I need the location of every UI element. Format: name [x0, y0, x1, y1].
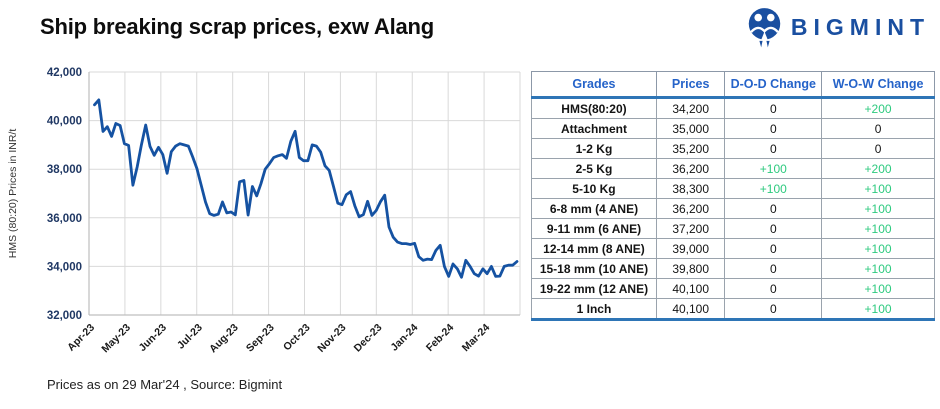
table-row: 12-14 mm (8 ANE) 39,000 0 +100: [531, 238, 935, 259]
brand-name: BIGMINT: [790, 14, 930, 40]
x-tick-label: Apr-23: [65, 322, 97, 354]
x-tick-label: Jul-23: [175, 322, 205, 352]
wow-cell: +100: [821, 198, 935, 219]
x-tick-label: Jan-24: [388, 322, 420, 354]
column-header: Grades: [531, 71, 657, 99]
x-tick-label: Mar-24: [460, 322, 493, 355]
price-cell: 34,200: [655, 97, 726, 119]
grade-cell: 9-11 mm (6 ANE): [531, 218, 657, 239]
wow-cell: 0: [821, 138, 935, 159]
y-tick-label: 36,000: [47, 213, 82, 225]
wow-cell: +100: [821, 258, 935, 279]
y-tick-label: 38,000: [47, 164, 82, 176]
grade-cell: 5-10 Kg: [531, 178, 657, 199]
x-tick-label: Sep-23: [244, 322, 277, 355]
prices-table-container: Grades Prices D-O-D Change W-O-W Change HMS…: [531, 71, 935, 321]
dod-cell: 0: [724, 218, 823, 239]
brand-logo: BIGMINT: [746, 6, 930, 49]
price-cell: 35,000: [655, 118, 726, 139]
price-cell: 39,800: [655, 258, 726, 279]
x-tick-label: Aug-23: [207, 322, 241, 356]
wow-cell: +100: [821, 218, 935, 239]
price-cell: 36,200: [655, 158, 726, 179]
grade-cell: 1-2 Kg: [531, 138, 657, 159]
x-tick-label: Nov-23: [315, 322, 348, 355]
grade-cell: 12-14 mm (8 ANE): [531, 238, 657, 259]
line-chart-svg: 32,000 34,000 36,000 38,000 40,000 42,000 Apr-…: [7, 67, 521, 356]
price-cell: 36,200: [655, 198, 726, 219]
bigmint-logo-icon: [748, 8, 781, 48]
table-row: 15-18 mm (10 ANE) 39,800 0 +100: [531, 258, 935, 279]
page-title: Ship breaking scrap prices, exw Alang: [40, 14, 435, 39]
table-header-row: Grades Prices D-O-D Change W-O-W Change: [531, 71, 935, 99]
dod-cell: 0: [724, 298, 823, 320]
wow-cell: +100: [821, 178, 935, 199]
column-header: D-O-D Change: [724, 71, 823, 99]
y-tick-label: 40,000: [47, 116, 82, 128]
prices-table: Grades Prices D-O-D Change W-O-W Change HMS…: [531, 71, 935, 321]
x-tick-label: Oct-23: [281, 322, 313, 354]
dod-cell: 0: [724, 278, 823, 299]
grade-cell: 1 Inch: [531, 298, 657, 320]
dod-cell: 0: [724, 258, 823, 279]
table-row: HMS(80:20) 34,200 0 +200: [531, 97, 935, 119]
column-header: Prices: [655, 71, 726, 99]
dod-cell: 0: [724, 238, 823, 259]
table-row: 9-11 mm (6 ANE) 37,200 0 +100: [531, 218, 935, 239]
wow-cell: +100: [821, 238, 935, 259]
y-tick-label: 34,000: [47, 261, 82, 273]
grade-cell: 6-8 mm (4 ANE): [531, 198, 657, 219]
price-chart: 32,000 34,000 36,000 38,000 40,000 42,000 Apr-…: [0, 60, 532, 372]
price-cell: 39,000: [655, 238, 726, 259]
wow-cell: +100: [821, 298, 935, 320]
table-row: 1-2 Kg 35,200 0 0: [531, 138, 935, 159]
grade-cell: Attachment: [531, 118, 657, 139]
price-cell: 37,200: [655, 218, 726, 239]
grade-cell: HMS(80:20): [531, 97, 657, 119]
table-row: 5-10 Kg 38,300 +100 +100: [531, 178, 935, 199]
dod-cell: +100: [724, 158, 823, 179]
price-cell: 40,100: [655, 298, 726, 320]
dod-cell: 0: [724, 198, 823, 219]
wow-cell: +100: [821, 278, 935, 299]
price-cell: 40,100: [655, 278, 726, 299]
dod-cell: 0: [724, 138, 823, 159]
dod-cell: 0: [724, 97, 823, 119]
price-cell: 38,300: [655, 178, 726, 199]
dod-cell: +100: [724, 178, 823, 199]
table-row: 2-5 Kg 36,200 +100 +200: [531, 158, 935, 179]
price-cell: 35,200: [655, 138, 726, 159]
y-tick-label: 42,000: [47, 67, 82, 79]
x-tick-label: Dec-23: [352, 322, 385, 355]
x-tick-label: May-23: [99, 322, 133, 356]
x-tick-label: Jun-23: [137, 322, 170, 355]
table-row: Attachment 35,000 0 0: [531, 118, 935, 139]
grade-cell: 2-5 Kg: [531, 158, 657, 179]
wow-cell: +200: [821, 158, 935, 179]
y-tick-label: 32,000: [47, 310, 82, 322]
wow-cell: 0: [821, 118, 935, 139]
column-header: W-O-W Change: [821, 71, 935, 99]
price-line: [93, 98, 519, 279]
footer-note: Prices as on 29 Mar'24 , Source: Bigmint: [47, 377, 283, 392]
table-row: 1 Inch 40,100 0 +100: [531, 298, 935, 320]
y-axis-title: HMS (80:20) Prices in INR/t: [7, 129, 19, 259]
x-tick-label: Feb-24: [424, 322, 457, 355]
table-row: 19-22 mm (12 ANE) 40,100 0 +100: [531, 278, 935, 299]
grade-cell: 15-18 mm (10 ANE): [531, 258, 657, 279]
wow-cell: +200: [821, 97, 935, 119]
dod-cell: 0: [724, 118, 823, 139]
grade-cell: 19-22 mm (12 ANE): [531, 278, 657, 299]
table-row: 6-8 mm (4 ANE) 36,200 0 +100: [531, 198, 935, 219]
